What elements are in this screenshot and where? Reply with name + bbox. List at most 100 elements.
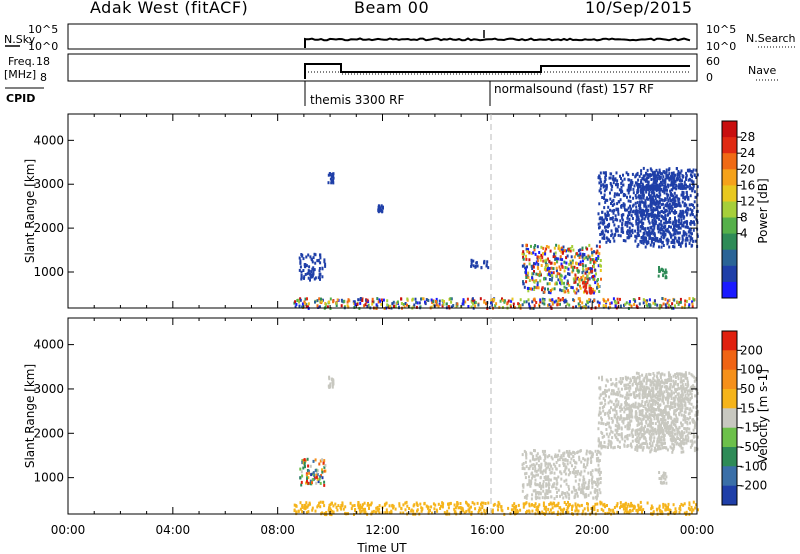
power-colorbar-segment [722, 233, 737, 251]
power-colorbar-tick: 28 [740, 130, 755, 144]
velocity-colorbar-segment [722, 331, 737, 351]
nave-series [305, 71, 690, 75]
power-patch-7 [634, 166, 699, 249]
velocity-colorbar-segment [722, 408, 737, 429]
cpid-label: CPID [6, 92, 35, 105]
velocity-x-ticks: 00:00 04:00 08:00 12:00 16:00 20:00 00:00 [51, 318, 715, 537]
power-x-ticks [67, 114, 698, 308]
power-ytick-label: 3000 [33, 177, 64, 191]
station-title: Adak West (fitACF) [90, 0, 249, 17]
velocity-colorbar-tick: 100 [740, 363, 763, 377]
power-patch-3 [470, 258, 490, 270]
freq-label: Freq. [8, 55, 35, 68]
velocity-colorbar-tick: -100 [740, 459, 767, 473]
velocity-colorbar-tick: 15 [740, 401, 755, 415]
velocity-scatter [293, 371, 699, 517]
power-ytick-label: 4000 [33, 133, 64, 147]
power-colorbar-segment [722, 121, 737, 138]
velocity-ytick-label: 2000 [33, 426, 64, 440]
power-colorbar-segment [722, 185, 737, 202]
velocity-panel: 1000 2000 3000 4000 00:00 04:00 08:00 12:00 16:… [23, 317, 770, 554]
velocity-colorbar-segment [722, 427, 737, 448]
beam-title: Beam 00 [354, 0, 430, 17]
cpid-strip: CPID themis 3300 RF normalsound (fast) 1… [5, 81, 654, 107]
velocity-colorbar-segment [722, 466, 737, 487]
velocity-colorbar-segment [722, 485, 737, 506]
nave-tick-hi: 60 [706, 55, 720, 68]
velocity-patch-1 [299, 457, 327, 487]
velocity-colorbar-tick: -50 [740, 440, 760, 454]
velocity-colorbar-segment [722, 447, 737, 467]
velocity-patch-5 [634, 371, 699, 454]
freq-unit: [MHz] [4, 68, 36, 81]
velocity-ytick-label: 1000 [33, 471, 64, 485]
x-axis-label: Time UT [356, 541, 407, 554]
nave-label: Nave [748, 64, 776, 77]
noise-strip: N.Sky 10^5 10^0 10^5 10^0 N.Search [4, 23, 796, 53]
power-ytick-label: 1000 [33, 265, 64, 279]
velocity-patch-6 [658, 471, 668, 485]
power-patch-9 [377, 204, 384, 214]
power-patch-5 [581, 281, 594, 295]
velocity-y-ticks: 1000 2000 3000 4000 [33, 338, 697, 485]
power-patch-2 [327, 172, 335, 185]
frequency-strip: Freq. [MHz] 18 8 60 0 Nave [4, 53, 780, 84]
power-colorbar-segment [722, 169, 737, 186]
power-colorbar: 28 24 20 16 12 8 4 [721, 120, 755, 299]
power-colorbar-segment [722, 281, 737, 299]
power-patch-8 [657, 266, 668, 280]
velocity-colorbar-label: Velocity [m s-1] [756, 369, 770, 463]
power-colorbar-label: Power [dB] [756, 178, 770, 243]
x-tick-label: 00:00 [680, 523, 715, 537]
freq-tick-hi: 18 [36, 55, 50, 68]
power-colorbar-tick: 24 [740, 146, 755, 160]
power-colorbar-segment [722, 217, 737, 235]
x-tick-label: 00:00 [51, 523, 86, 537]
power-scatter [293, 166, 699, 310]
nsearch-label: N.Search [746, 32, 796, 45]
velocity-colorbar-segment [722, 369, 737, 390]
noise-series [304, 37, 691, 48]
velocity-patch-2 [327, 375, 335, 389]
power-colorbar-segment [722, 201, 737, 219]
nsky-tick-lo: 10^0 [28, 40, 58, 53]
x-tick-label: 20:00 [575, 523, 610, 537]
velocity-patch-3 [521, 449, 602, 501]
x-tick-label: 16:00 [470, 523, 505, 537]
nsearch-tick-lo: 10^0 [706, 40, 736, 53]
x-tick-label: 08:00 [260, 523, 295, 537]
velocity-colorbar-tick: -200 [740, 479, 767, 493]
power-colorbar-tick: 12 [740, 194, 755, 208]
power-ylabel: Slant Range [km] [23, 159, 37, 263]
nsearch-tick-hi: 10^5 [706, 23, 736, 36]
power-colorbar-tick: 16 [740, 178, 755, 192]
velocity-colorbar-tick: 200 [740, 343, 763, 357]
power-ytick-label: 2000 [33, 221, 64, 235]
nsky-tick-hi: 10^5 [28, 23, 58, 36]
power-colorbar-segment [722, 153, 737, 170]
power-colorbar-tick: 4 [740, 227, 748, 241]
velocity-colorbar-segment [722, 350, 737, 371]
cpid-program-1: themis 3300 RF [310, 93, 404, 107]
power-patch-1 [298, 252, 327, 282]
velocity-colorbar-tick: 50 [740, 382, 755, 396]
velocity-ylabel: Slant Range [km] [23, 364, 37, 468]
date-title: 10/Sep/2015 [585, 0, 693, 17]
freq-series [304, 63, 690, 79]
x-tick-label: 04:00 [156, 523, 191, 537]
power-colorbar-segment [722, 265, 737, 283]
power-panel: 1000 2000 3000 4000 Slant Range [km] 28 24 20… [23, 113, 770, 310]
nave-tick-lo: 0 [706, 71, 713, 84]
power-y-ticks: 1000 2000 3000 4000 [33, 133, 697, 279]
velocity-colorbar-tick: -15 [740, 421, 760, 435]
cpid-program-2: normalsound (fast) 157 RF [494, 82, 654, 96]
power-colorbar-tick: 8 [740, 211, 748, 225]
power-colorbar-segment [722, 249, 737, 267]
nsky-label: N.Sky [4, 33, 36, 46]
velocity-colorbar: 200 100 50 15 -15 -50 -100 -200 [721, 330, 767, 506]
power-colorbar-segment [722, 137, 737, 154]
velocity-ytick-label: 3000 [33, 382, 64, 396]
velocity-colorbar-segment [722, 389, 737, 409]
freq-tick-lo: 8 [40, 71, 47, 84]
